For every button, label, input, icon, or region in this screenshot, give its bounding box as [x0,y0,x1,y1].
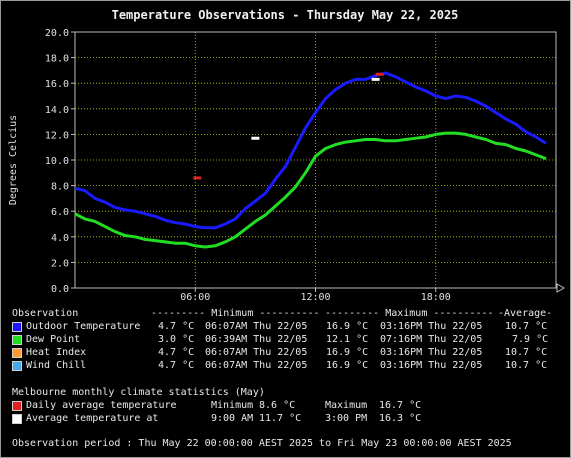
x-axis-arrow [556,283,566,293]
daily-max-label: Maximum [325,400,368,411]
row-min-time: 06:07AM Thu 22/05 [205,360,308,371]
y-tick-label: 2.0 [51,258,69,269]
row-name: Heat Index [26,347,87,358]
observation-period: Observation period : Thu May 22 00:00:00… [12,438,512,449]
y-tick-label: 8.0 [51,182,69,193]
wind-chill-swatch [12,361,22,371]
y-tick-label: 0.0 [51,284,69,295]
row-min: 4.7 °C [158,321,195,332]
row-avg: 10.7 °C [505,321,548,332]
row-avg: 10.7 °C [505,360,548,371]
outdoor-temperature-line [74,71,547,230]
average-at-label: Average temperature at [26,413,159,424]
maximum-header: --------- Maximum ---------- [325,308,494,319]
outdoor-temperature-swatch [12,322,22,332]
chart-title: Temperature Observations - Thursday May … [112,8,459,22]
average-at-swatch [12,414,22,424]
daily-average-label: Daily average temperature [26,400,177,411]
average-at-time1: 9:00 AM [211,413,254,424]
observation-header: Observation [12,308,79,319]
average-at-value2: 16.3 °C [379,413,422,424]
row-min: 3.0 °C [158,334,195,345]
row-avg: 7.9 °C [512,334,549,345]
daily-min-value: 8.6 °C [259,400,296,411]
row-name: Dew Point [26,334,81,345]
y-tick-label: 6.0 [51,207,69,218]
y-tick-label: 20.0 [45,28,69,39]
daily-min-label: Minimum [211,400,254,411]
average-header: -Average- [498,308,553,319]
x-tick-label: 06:00 [180,292,210,300]
temperature-chart: Temperature Observations - Thursday May … [8,8,566,300]
x-tick-label: 12:00 [300,292,330,300]
row-avg: 10.7 °C [505,347,548,358]
y-tick-label: 14.0 [45,105,69,116]
row-max: 16.9 °C [326,347,369,358]
row-max-time: 03:16PM Thu 22/05 [380,347,483,358]
x-tick-label: 18:00 [421,292,451,300]
y-tick-label: 10.0 [45,156,69,167]
average-at-value1: 11.7 °C [259,413,302,424]
row-max-time: 03:16PM Thu 22/05 [380,360,483,371]
row-min: 4.7 °C [158,360,195,371]
y-tick-label: 4.0 [51,233,69,244]
row-min-time: 06:07AM Thu 22/05 [205,321,308,332]
daily-max-value: 16.7 °C [379,400,422,411]
row-min: 4.7 °C [158,347,195,358]
minimum-header: --------- Minimum ---------- [151,308,320,319]
row-max: 16.9 °C [326,321,369,332]
average-at-time2: 3:00 PM [325,413,368,424]
row-max: 12.1 °C [326,334,369,345]
row-max: 16.9 °C [326,360,369,371]
row-min-time: 06:39AM Thu 22/05 [205,334,308,345]
dew-point-line [74,131,547,249]
heat-index-swatch [12,348,22,358]
y-axis-label: Degrees Celcius [8,115,19,205]
y-tick-label: 18.0 [45,54,69,65]
dew-point-swatch [12,335,22,345]
y-tick-label: 16.0 [45,79,69,90]
row-max-time: 07:16PM Thu 22/05 [380,334,483,345]
row-name: Wind Chill [26,360,87,371]
row-name: Outdoor Temperature [26,321,141,332]
daily-average-swatch [12,401,22,411]
row-max-time: 03:16PM Thu 22/05 [380,321,483,332]
climate-title: Melbourne monthly climate statistics (Ma… [12,387,265,398]
y-tick-label: 12.0 [45,130,69,141]
row-min-time: 06:07AM Thu 22/05 [205,347,308,358]
